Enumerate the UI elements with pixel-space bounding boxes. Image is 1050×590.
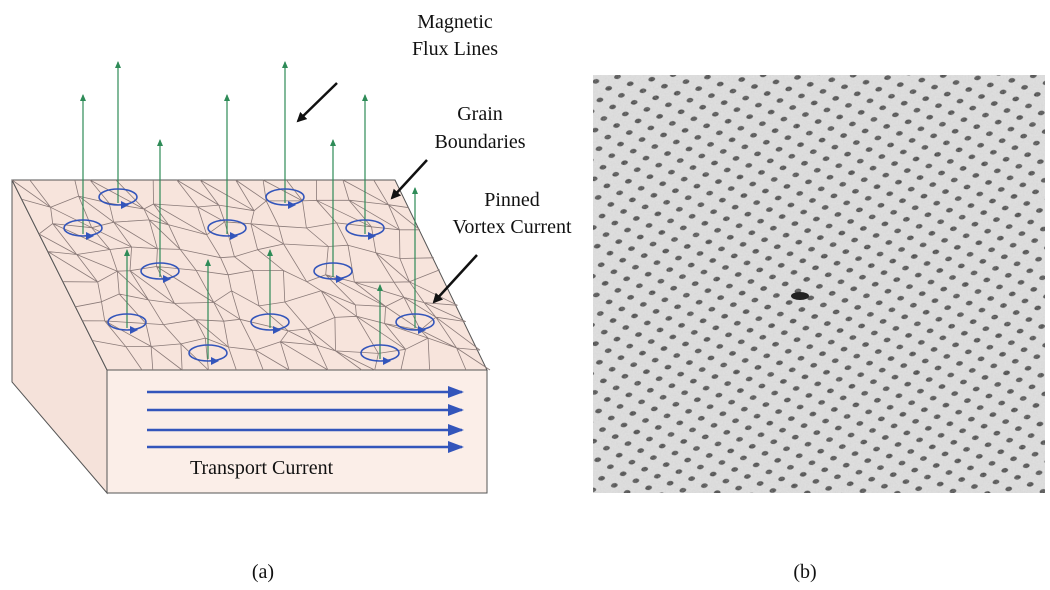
caption: (b): [793, 561, 816, 583]
figure: Transport Current Magnetic Flux Lines Gr…: [0, 0, 1050, 590]
superconductor-block: [12, 62, 490, 493]
micrograph: [593, 75, 1045, 493]
transport-label: Transport Current: [190, 457, 334, 479]
caption: (a): [252, 561, 274, 583]
vortex-micrograph: [593, 75, 1045, 493]
label-line: Grain: [457, 103, 503, 125]
defect: [791, 292, 809, 300]
label-line: Flux Lines: [412, 38, 498, 60]
label-line: Pinned: [484, 189, 540, 211]
label-line: Magnetic: [417, 11, 493, 33]
label-line: Vortex Current: [452, 216, 571, 238]
label-line: Boundaries: [434, 131, 525, 153]
label-arrow: [392, 160, 427, 198]
label-arrow: [298, 83, 337, 121]
